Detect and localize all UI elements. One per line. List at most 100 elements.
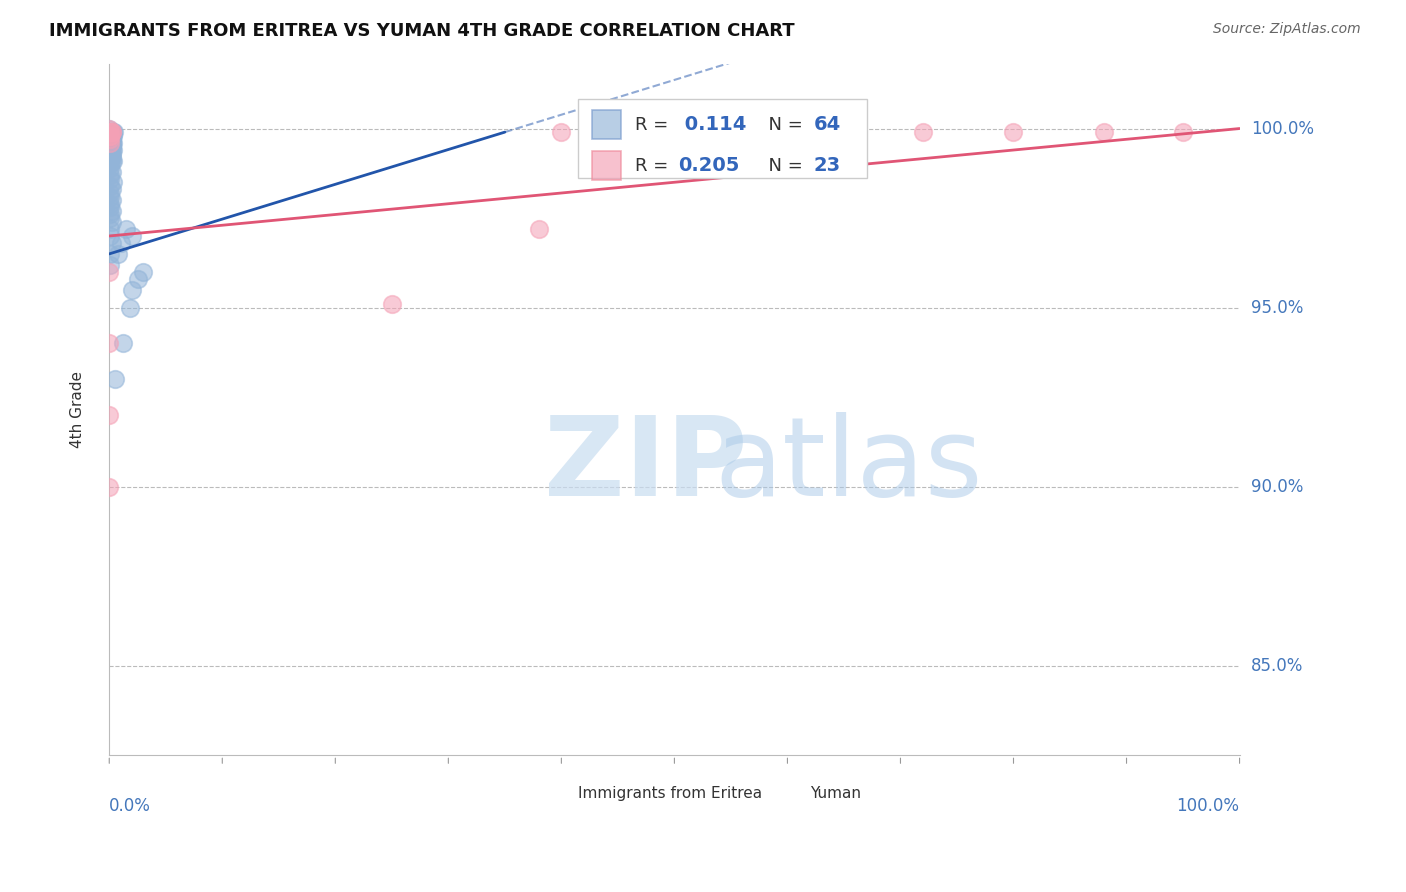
Bar — [592, 151, 621, 180]
Bar — [592, 111, 621, 139]
Text: 23: 23 — [814, 156, 841, 175]
Text: atlas: atlas — [714, 411, 983, 518]
Point — [100, 150, 122, 164]
Point — [100, 125, 122, 139]
Point — [101, 153, 124, 168]
Point — [100, 132, 122, 146]
Point — [100, 136, 122, 150]
Point — [100, 132, 122, 146]
Point — [100, 236, 122, 251]
Point — [100, 125, 122, 139]
Point — [121, 229, 143, 244]
Point — [100, 211, 122, 225]
Point — [381, 297, 404, 311]
Point — [664, 125, 686, 139]
Point — [132, 265, 155, 279]
Text: N =: N = — [756, 157, 808, 175]
Point — [1171, 125, 1194, 139]
Point — [100, 125, 122, 139]
Point — [103, 125, 125, 139]
Point — [107, 247, 129, 261]
Point — [100, 153, 122, 168]
Point — [101, 143, 124, 157]
Point — [100, 164, 122, 178]
Point — [98, 408, 121, 422]
Point — [100, 229, 122, 244]
Text: 0.205: 0.205 — [678, 156, 740, 175]
Point — [100, 139, 122, 153]
Point — [100, 214, 122, 228]
Point — [100, 247, 122, 261]
Point — [101, 125, 124, 139]
Bar — [578, 99, 866, 178]
Point — [100, 125, 122, 139]
Point — [104, 372, 127, 386]
Point — [100, 146, 122, 161]
Text: ZIP: ZIP — [544, 411, 748, 518]
Point — [754, 125, 776, 139]
Point — [98, 336, 121, 351]
Text: 4th Grade: 4th Grade — [70, 371, 86, 448]
Point — [121, 283, 143, 297]
Point — [100, 171, 122, 186]
Point — [100, 128, 122, 143]
Text: 64: 64 — [814, 115, 841, 135]
Point — [111, 336, 134, 351]
Point — [100, 146, 122, 161]
Point — [100, 222, 122, 236]
Point — [98, 121, 121, 136]
Point — [100, 146, 122, 161]
Point — [98, 121, 121, 136]
Point — [1002, 125, 1025, 139]
Point — [100, 139, 122, 153]
Text: R =: R = — [636, 157, 673, 175]
Point — [100, 258, 122, 272]
Point — [100, 203, 122, 218]
Point — [100, 132, 122, 146]
Point — [100, 132, 122, 146]
Text: 0.114: 0.114 — [678, 115, 747, 135]
Point — [98, 480, 121, 494]
Point — [100, 125, 122, 139]
Point — [100, 189, 122, 203]
Point — [100, 128, 122, 143]
Point — [127, 272, 149, 286]
Point — [100, 168, 122, 182]
Bar — [776, 790, 799, 803]
Point — [115, 222, 138, 236]
Point — [100, 136, 122, 150]
Point — [832, 125, 855, 139]
Point — [100, 207, 122, 221]
Point — [912, 125, 935, 139]
Text: IMMIGRANTS FROM ERITREA VS YUMAN 4TH GRADE CORRELATION CHART: IMMIGRANTS FROM ERITREA VS YUMAN 4TH GRA… — [49, 22, 794, 40]
Point — [527, 222, 550, 236]
Point — [1092, 125, 1115, 139]
Point — [100, 200, 122, 214]
Point — [100, 139, 122, 153]
Text: R =: R = — [636, 116, 673, 134]
Text: Immigrants from Eritrea: Immigrants from Eritrea — [578, 786, 762, 801]
Text: 90.0%: 90.0% — [1251, 478, 1303, 496]
Point — [100, 139, 122, 153]
Point — [101, 136, 124, 150]
Point — [100, 193, 122, 207]
Point — [100, 143, 122, 157]
Point — [101, 175, 124, 189]
Point — [100, 136, 122, 150]
Text: Source: ZipAtlas.com: Source: ZipAtlas.com — [1213, 22, 1361, 37]
Point — [100, 157, 122, 171]
Point — [101, 128, 124, 143]
Point — [550, 125, 572, 139]
Point — [100, 128, 122, 143]
Point — [100, 150, 122, 164]
Point — [100, 128, 122, 143]
Point — [100, 136, 122, 150]
Text: 0.0%: 0.0% — [110, 797, 150, 814]
Point — [100, 143, 122, 157]
Point — [118, 301, 141, 315]
Text: N =: N = — [756, 116, 808, 134]
Point — [98, 265, 121, 279]
Point — [100, 182, 122, 196]
Point — [110, 236, 132, 251]
Text: 100.0%: 100.0% — [1251, 120, 1313, 137]
